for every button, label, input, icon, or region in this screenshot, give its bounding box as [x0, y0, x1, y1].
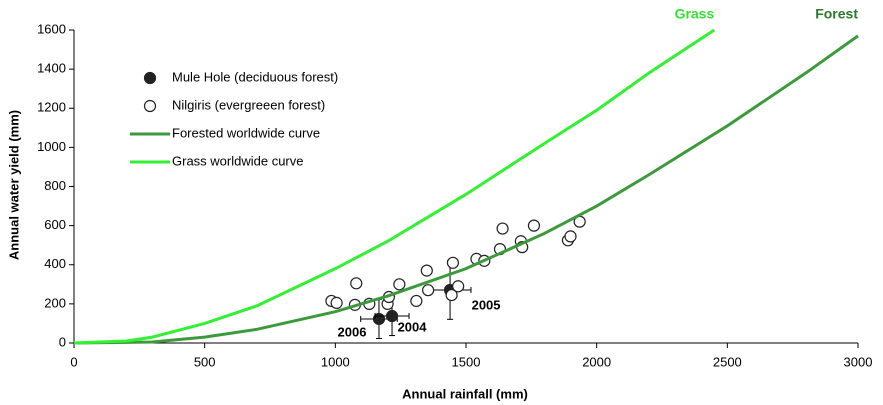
- y-tick-label: 1400: [37, 61, 66, 76]
- y-tick-label: 1000: [37, 139, 66, 154]
- curve-end-label: Grass: [675, 6, 715, 22]
- point: [446, 256, 460, 269]
- point: [452, 280, 465, 293]
- y-tick-label: 600: [44, 217, 66, 232]
- point: [385, 309, 399, 323]
- y-axis-label: Annual water yield (mm): [6, 110, 21, 260]
- y-tick-label: 1600: [37, 21, 66, 36]
- x-tick-label: 0: [70, 354, 77, 369]
- x-tick-label: 3000: [844, 354, 873, 369]
- y-tick-label: 1200: [37, 100, 66, 115]
- legend-label: Mule Hole (deciduous forest): [172, 69, 338, 84]
- point-label: 2004: [398, 319, 428, 334]
- point: [527, 219, 541, 232]
- legend-swatch: [143, 71, 157, 85]
- legend-label: Nilgiris (evergreeen forest): [172, 97, 325, 112]
- y-tick-label: 200: [44, 295, 66, 310]
- curve: [73, 28, 716, 345]
- point: [564, 230, 577, 243]
- point: [445, 288, 458, 302]
- point: [420, 264, 433, 277]
- point: [422, 284, 435, 297]
- legend-label: Grass worldwide curve: [172, 153, 304, 168]
- curve-end-label: Forest: [815, 6, 858, 22]
- x-tick-label: 1000: [321, 354, 350, 369]
- x-axis-label: Annual rainfall (mm): [402, 386, 528, 401]
- y-tick-label: 0: [59, 334, 66, 349]
- y-tick-label: 800: [44, 178, 66, 193]
- point: [330, 296, 343, 309]
- x-tick-label: 2500: [713, 354, 742, 369]
- legend-swatch: [143, 99, 157, 113]
- point-label: 2006: [338, 324, 367, 339]
- point-label: 2005: [472, 297, 501, 312]
- y-tick-label: 400: [44, 256, 66, 271]
- point: [410, 294, 423, 308]
- x-tick-label: 1500: [452, 354, 481, 369]
- point: [350, 277, 363, 290]
- x-tick-label: 500: [194, 354, 216, 369]
- legend-label: Forested worldwide curve: [172, 125, 320, 140]
- point: [393, 278, 406, 291]
- curve: [73, 34, 859, 345]
- x-tick-label: 2000: [582, 354, 611, 369]
- point: [496, 222, 509, 235]
